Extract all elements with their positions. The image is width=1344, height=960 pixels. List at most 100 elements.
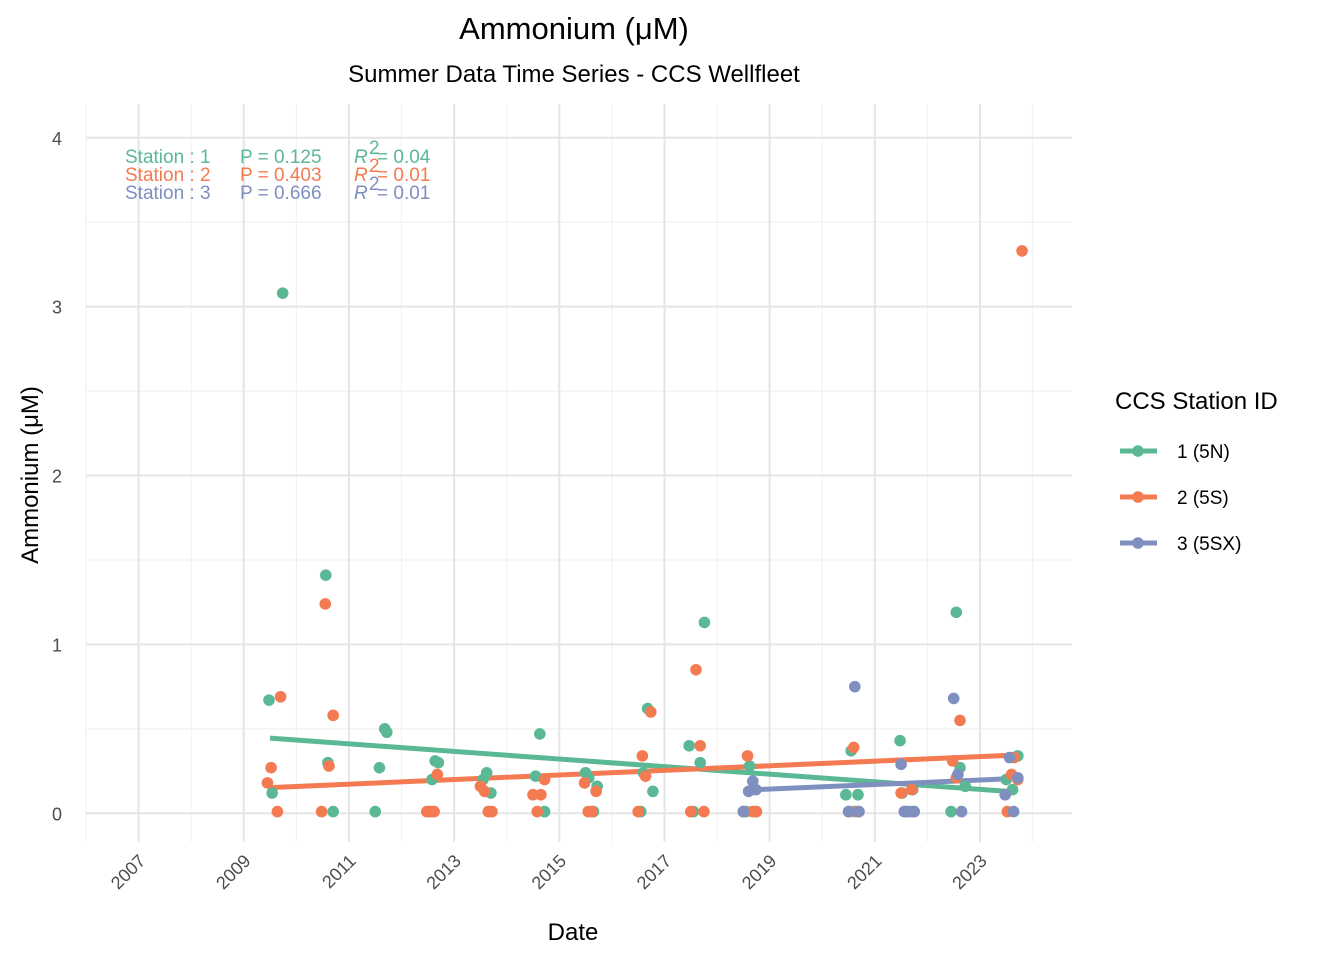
data-point (535, 788, 547, 801)
data-point (531, 805, 543, 818)
chart-title: Ammonium (μM) (459, 11, 689, 46)
legend-item: 1 (5N) (1120, 442, 1230, 463)
data-point (698, 805, 710, 818)
y-tick-label: 3 (52, 298, 62, 318)
legend-swatch-point (1132, 445, 1144, 457)
data-point (1003, 751, 1016, 764)
data-point (432, 756, 445, 769)
stat-r2-value: = 0.01 (377, 165, 430, 186)
data-point (478, 785, 491, 798)
data-point (380, 726, 393, 739)
legend-items: 1 (5N) 2 (5S) 3 (5SX) (1120, 442, 1241, 555)
stat-p-value: P = 0.403 (240, 165, 322, 186)
data-point (636, 750, 649, 762)
x-axis-ticks: 2007 2009 2011 2013 2015 2017 2019 2021 2023 (107, 851, 991, 893)
data-point (950, 606, 963, 619)
data-point (373, 761, 386, 774)
data-point (319, 598, 332, 610)
data-point (647, 785, 659, 798)
x-tick-label: 2011 (318, 851, 360, 893)
legend-label: 3 (5SX) (1177, 534, 1241, 555)
data-point (694, 756, 707, 769)
grid (85, 104, 1072, 842)
x-tick-label: 2019 (738, 851, 780, 893)
data-point (1016, 245, 1028, 257)
data-point (698, 616, 711, 629)
data-point (683, 739, 695, 752)
data-point (486, 805, 498, 818)
data-point (271, 805, 284, 818)
data-point (274, 690, 287, 703)
legend-label: 1 (5N) (1177, 442, 1230, 463)
data-point (327, 805, 339, 818)
x-tick-label: 2007 (107, 851, 149, 893)
x-tick-label: 2023 (948, 851, 990, 893)
data-point (894, 734, 906, 747)
stat-station: Station : 2 (125, 165, 211, 186)
stat-r2-sup: 2 (369, 156, 380, 177)
legend-label: 2 (5S) (1177, 488, 1229, 509)
x-tick-label: 2021 (843, 851, 885, 893)
data-point (690, 663, 702, 676)
data-point (1007, 805, 1020, 818)
stat-station: Station : 1 (125, 147, 211, 168)
stat-r2-label: R (354, 165, 368, 186)
data-point (741, 750, 754, 762)
data-point (323, 760, 335, 772)
x-tick-label: 2013 (422, 851, 464, 893)
data-point (632, 805, 644, 818)
y-axis-ticks: 0 1 2 3 4 (52, 129, 62, 825)
x-tick-label: 2017 (633, 851, 675, 893)
data-point (959, 780, 972, 793)
legend: CCS Station ID 1 (5N) 2 (5S) 3 (5SX) (1115, 388, 1278, 555)
data-points (261, 245, 1028, 818)
stat-annotation: Station : 3 P = 0.666 R 2 = 0.01 (125, 174, 430, 204)
legend-title: CCS Station ID (1115, 388, 1278, 415)
data-point (529, 770, 542, 782)
legend-swatch-point (1132, 491, 1144, 503)
y-tick-label: 2 (52, 467, 62, 487)
stat-annotation: Station : 1 P = 0.125 R 2 = 0.04 (125, 138, 431, 168)
data-point (590, 785, 602, 798)
data-point (849, 680, 861, 693)
data-point (431, 768, 444, 781)
data-point (315, 805, 328, 818)
data-point (743, 760, 756, 772)
x-axis-title: Date (548, 919, 599, 946)
data-point (852, 788, 864, 801)
stat-r2-label: R (354, 183, 368, 204)
legend-item: 2 (5S) (1120, 488, 1229, 509)
y-tick-label: 1 (52, 635, 62, 655)
data-point (644, 706, 657, 718)
legend-item: 3 (5SX) (1120, 534, 1241, 555)
x-tick-label: 2015 (528, 851, 570, 893)
data-point (428, 805, 440, 818)
data-point (947, 692, 960, 705)
stat-r2-value: = 0.04 (377, 147, 431, 168)
data-point (895, 787, 907, 799)
data-point (480, 766, 493, 779)
stat-p-value: P = 0.125 (240, 147, 322, 168)
data-point (261, 777, 274, 789)
data-point (538, 773, 551, 786)
data-point (999, 788, 1012, 801)
data-point (842, 805, 855, 818)
stat-p-value: P = 0.666 (240, 183, 322, 204)
data-point (534, 728, 546, 740)
data-point (908, 805, 921, 818)
data-point (955, 805, 968, 818)
data-point (265, 761, 277, 774)
y-tick-label: 4 (52, 129, 62, 149)
data-point (954, 714, 966, 727)
stat-r2-sup: 2 (369, 174, 380, 195)
stat-annotation: Station : 2 P = 0.403 R 2 = 0.01 (125, 156, 430, 186)
data-point (694, 739, 707, 752)
stat-r2-value: = 0.01 (377, 183, 430, 204)
data-point (895, 758, 907, 771)
data-point (946, 755, 959, 767)
data-point (1012, 772, 1024, 784)
data-point (840, 788, 852, 801)
data-point (319, 569, 332, 581)
trend-line (748, 776, 1012, 793)
